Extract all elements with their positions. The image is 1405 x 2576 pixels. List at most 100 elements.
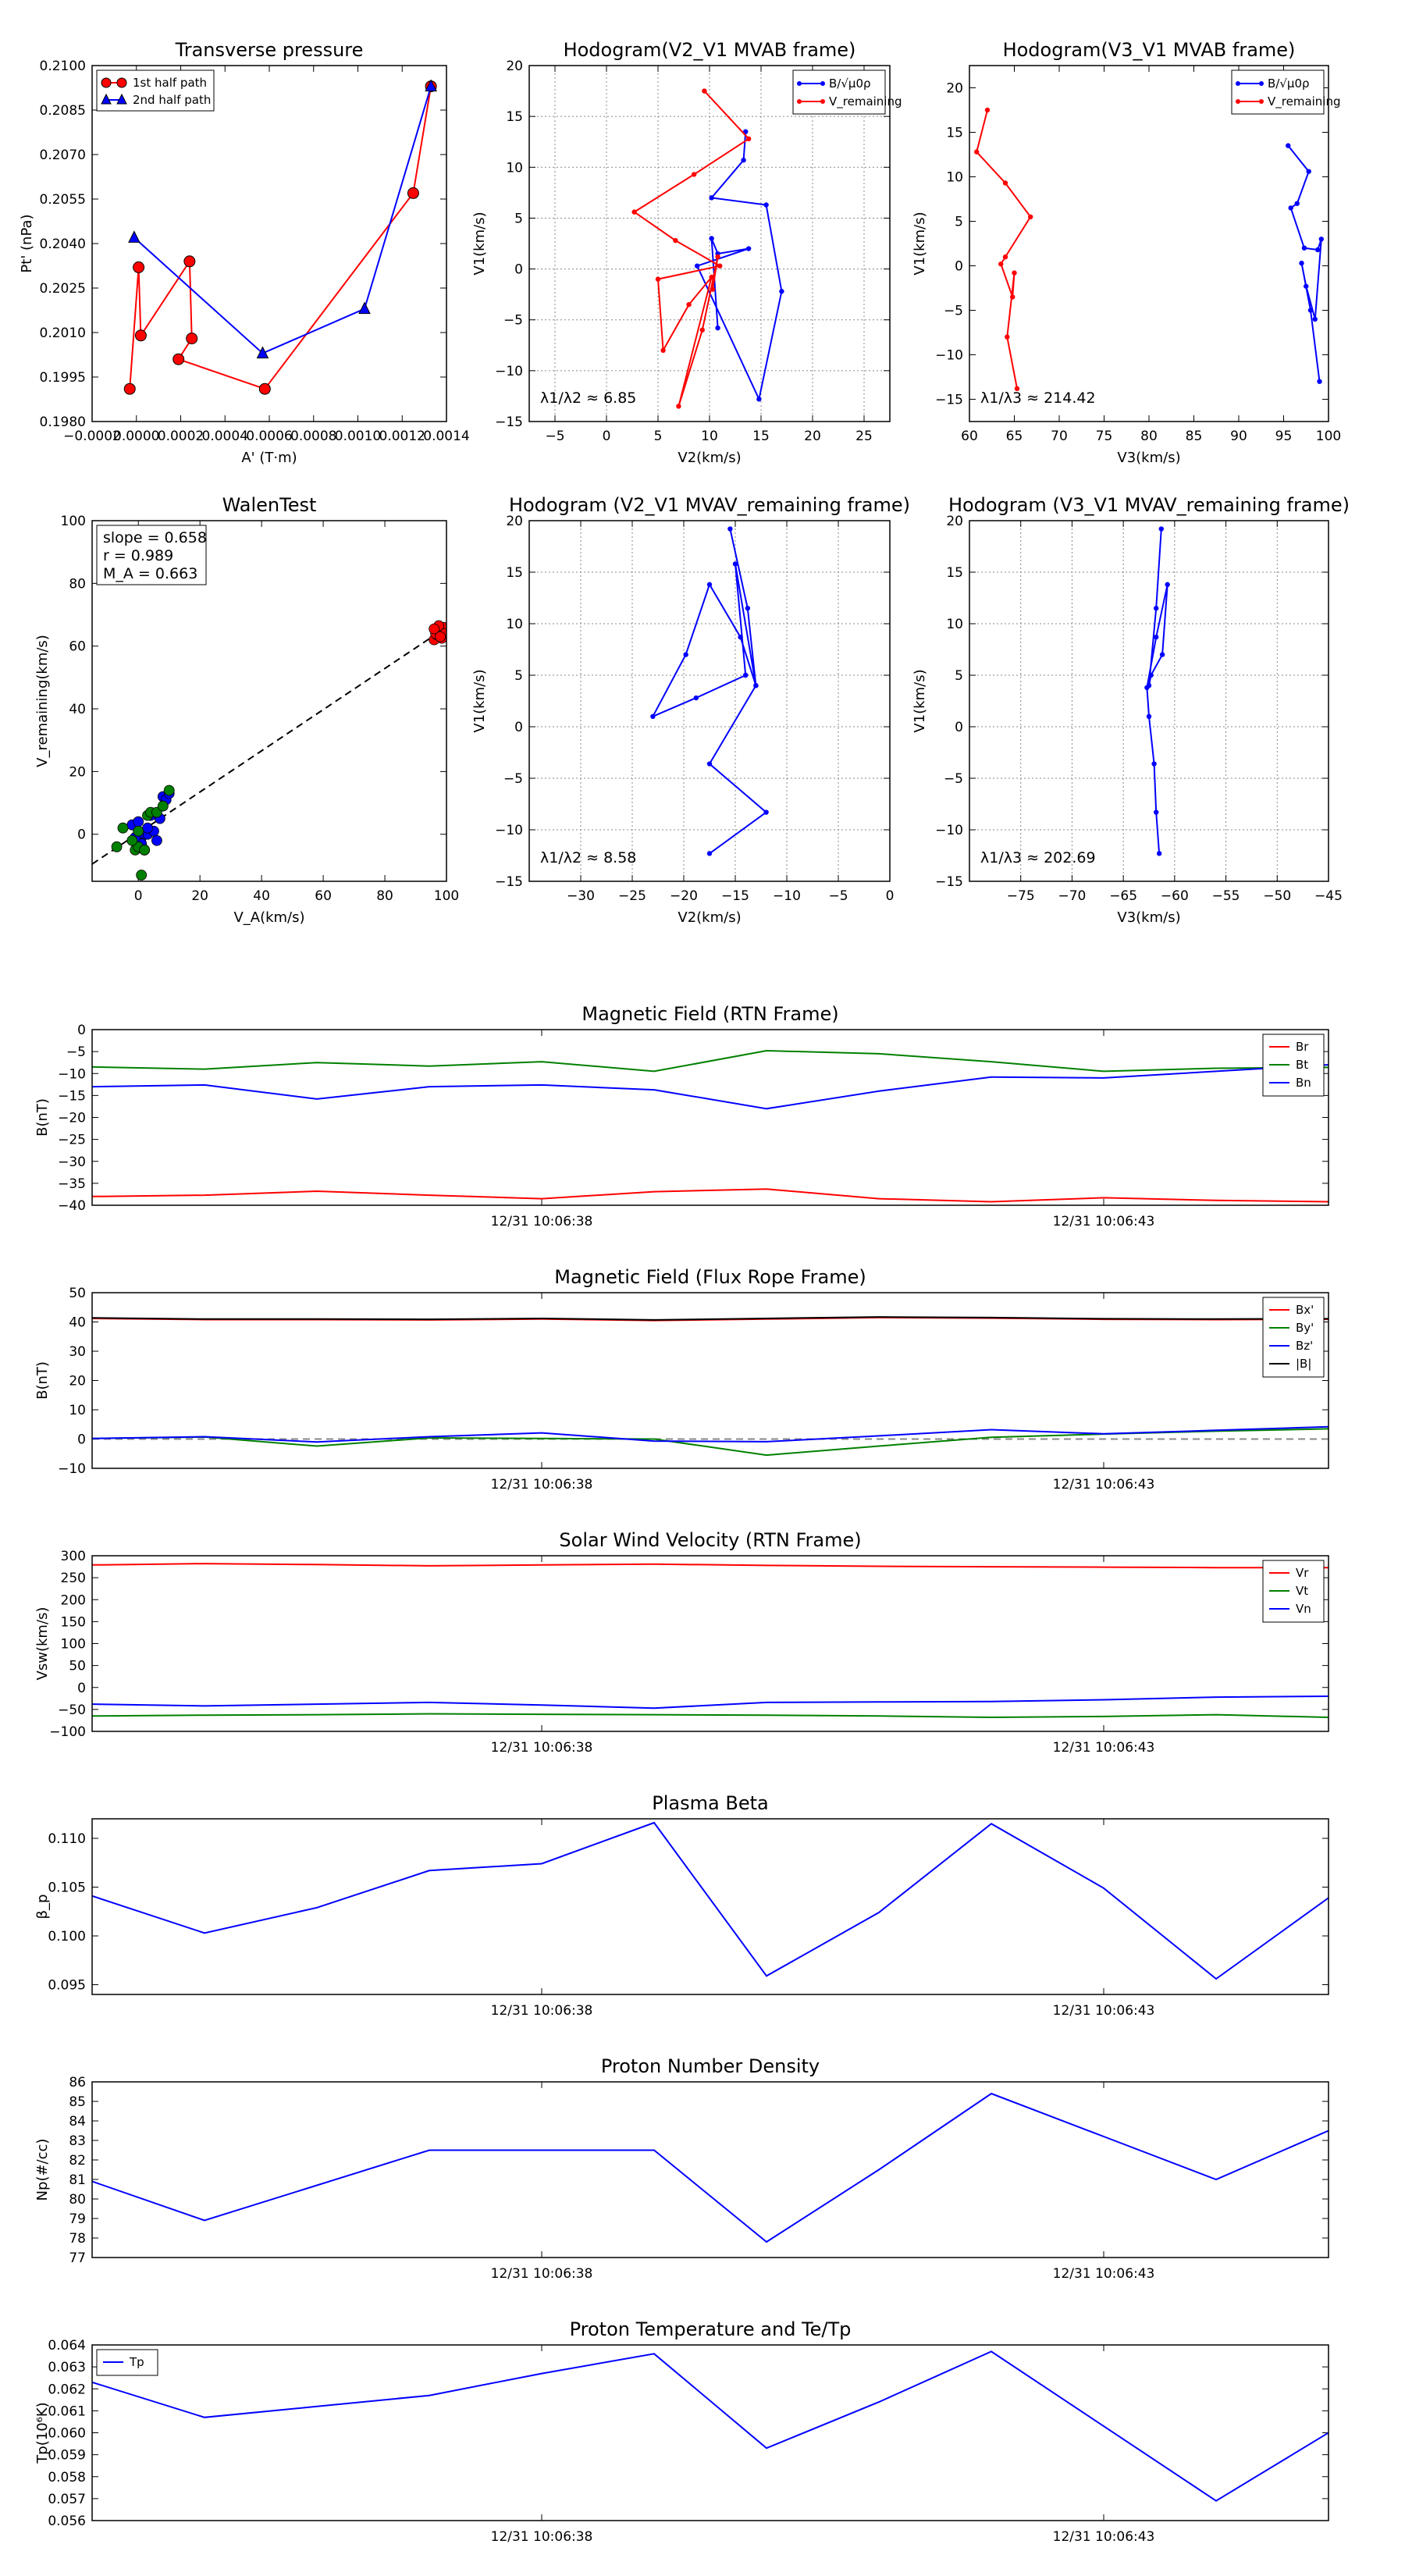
y-axis-label: B(nT) [34, 1098, 51, 1137]
data-point-B [1307, 308, 1314, 313]
data-point-B [743, 129, 749, 134]
chart-h2: Hodogram(V3_V1 MVAB frame) 60 65 70 75 80 85 90… [912, 39, 1341, 466]
chart-title: Hodogram (V2_V1 MVAV_remaining frame) [509, 494, 910, 516]
eigen-ratio-value: 214.42 [1044, 390, 1095, 407]
data-point-B [709, 236, 714, 241]
x-axis-label: A' (T·m) [241, 450, 297, 466]
plot-frame [528, 65, 891, 422]
plot-frame [91, 1555, 1329, 1732]
chart-tp: Transverse pressure−0.00020.00000.00020.… [19, 39, 470, 466]
y-tick-label: 0.1980 [40, 415, 86, 430]
data-point-green [139, 844, 151, 856]
plot-frame [91, 520, 447, 882]
plot-frame [969, 520, 1329, 882]
y-tick-label: −5 [944, 304, 963, 319]
plot-area [92, 1821, 1329, 1980]
legend-marker [797, 99, 802, 104]
series-line-V [1146, 528, 1168, 854]
x-tick-label: 0.0006 [246, 429, 292, 444]
data-point-B [741, 157, 746, 163]
series-line-V [632, 90, 750, 407]
data-point-blue [133, 816, 144, 827]
y-tick-label: −15 [935, 393, 963, 408]
legend-label: Bn [1296, 1076, 1311, 1090]
y-tick-label: −10 [58, 1461, 86, 1477]
chart-mf: Magnetic Field (RTN Frame) 12/31 10:06:38… [34, 1003, 1329, 1229]
plot-area [92, 1316, 1329, 1457]
data-point-B [1317, 379, 1322, 384]
y-tick-label: 0.2010 [40, 326, 86, 341]
legend-label: Tp [129, 2355, 144, 2369]
data-point-blue [151, 834, 162, 846]
x-tick-label: 15 [752, 429, 770, 444]
y-tick-label: 0.095 [48, 1978, 86, 1994]
plot-area [92, 620, 446, 881]
x-tick-label: 100 [1316, 429, 1341, 444]
x-tick-label: 12/31 10:06:38 [491, 1214, 593, 1229]
plot-area [650, 526, 769, 856]
legend-label: V_remaining [829, 94, 902, 109]
data-point-B [763, 202, 769, 208]
y-axis-label: V1(km/s) [471, 669, 488, 732]
plot-area [974, 107, 1325, 392]
chart-sw: Solar Wind Velocity (RTN Frame) 12/31 10:… [34, 1529, 1329, 1756]
data-point-green [163, 785, 175, 796]
series-line-Np [92, 2092, 1329, 2243]
x-tick-label: −70 [1058, 888, 1086, 904]
data-point-V [673, 237, 678, 244]
x-tick-label: −25 [618, 888, 646, 904]
data-point-V [660, 347, 666, 353]
chart-title: WalenTest [222, 494, 317, 516]
data-point-V [743, 672, 749, 678]
data-point-1st half path [407, 187, 419, 199]
data-point-V [717, 263, 723, 269]
legend-marker [101, 93, 112, 105]
y-tick-label: −10 [495, 823, 523, 838]
x-axis-label: V3(km/s) [1117, 450, 1180, 466]
x-tick-label: −65 [1109, 888, 1137, 904]
legend-label: Vr [1296, 1566, 1309, 1580]
y-tick-label: 0 [955, 720, 963, 735]
data-point-1st half path [258, 382, 271, 395]
y-tick-label: −25 [58, 1133, 86, 1148]
plot-area [123, 79, 437, 395]
legend-label: Bx' [1296, 1303, 1314, 1317]
data-point-V [1012, 270, 1017, 276]
x-axis-label: V3(km/s) [1117, 909, 1180, 926]
y-tick-label: 250 [61, 1571, 86, 1586]
series-line-Tp [92, 2350, 1329, 2502]
legend-box [1231, 69, 1325, 115]
x-tick-label: 12/31 10:06:38 [491, 2266, 593, 2282]
y-tick-label: 150 [61, 1614, 86, 1630]
legend-box [792, 69, 886, 115]
data-point-V [1014, 386, 1020, 392]
data-point-V [745, 136, 752, 142]
data-point-B [1288, 205, 1293, 211]
data-point-V [753, 683, 759, 688]
legend-box [96, 69, 215, 112]
y-tick-label: 0.2100 [40, 59, 86, 74]
y-tick-label: 200 [61, 1592, 86, 1608]
x-tick-label: 0.0010 [335, 429, 381, 444]
y-tick-label: 0 [514, 720, 523, 735]
y-tick-label: 10 [506, 160, 523, 176]
y-tick-label: −10 [935, 348, 963, 364]
eigen-ratio: λ1/λ2 ≈ 6.85 [540, 390, 636, 407]
legend-marker [1259, 99, 1264, 104]
x-tick-label: 60 [315, 888, 332, 904]
data-point-B [1304, 283, 1309, 289]
series-line-Bn [92, 1064, 1329, 1110]
y-tick-label: 50 [69, 1286, 86, 1301]
y-tick-label: −10 [935, 823, 963, 838]
y-tick-label: 0.056 [48, 2514, 86, 2529]
y-tick-label: 0 [77, 1681, 86, 1696]
y-axis-label: B(nT) [34, 1361, 51, 1400]
data-point-V [710, 286, 716, 292]
y-tick-label: −10 [58, 1066, 86, 1082]
y-tick-label: 60 [69, 639, 86, 655]
data-point-green [117, 822, 129, 834]
x-tick-label: −50 [1263, 888, 1291, 904]
data-point-B [1286, 143, 1291, 148]
x-tick-label: −60 [1161, 888, 1189, 904]
series-line-|B| [92, 1316, 1329, 1321]
